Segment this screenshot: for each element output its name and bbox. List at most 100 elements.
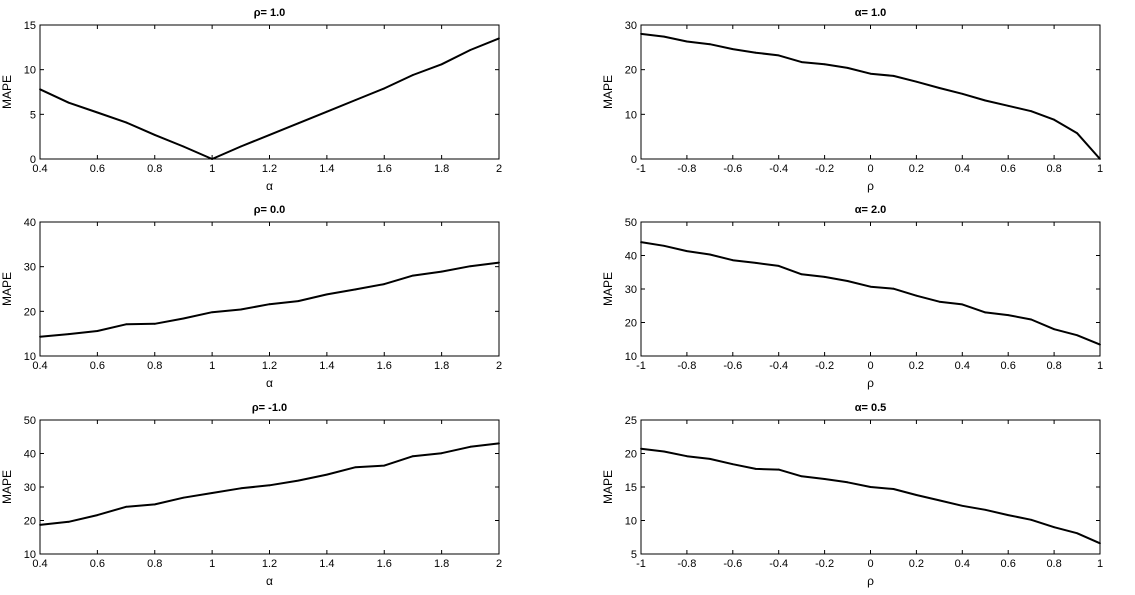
data-point xyxy=(182,317,185,320)
y-tick-label: 10 xyxy=(625,109,637,121)
y-tick-label: 50 xyxy=(625,217,637,229)
data-point xyxy=(1007,314,1010,317)
data-point xyxy=(125,121,127,124)
plot-area xyxy=(640,24,1101,160)
data-point xyxy=(354,99,357,101)
data-point xyxy=(823,276,826,278)
y-tick-label: 5 xyxy=(30,109,36,121)
data-point xyxy=(440,63,443,66)
x-tick-label: 0.4 xyxy=(32,360,47,372)
data-point xyxy=(663,450,665,453)
x-tick-label: 1.6 xyxy=(377,360,392,372)
x-tick-label: 1 xyxy=(1097,360,1103,372)
data-point xyxy=(984,508,987,511)
data-point xyxy=(823,63,826,66)
data-point xyxy=(938,300,941,303)
data-point xyxy=(961,504,964,507)
chart-title: ρ= -1.0 xyxy=(252,402,287,414)
x-tick-label: 2 xyxy=(496,558,502,570)
data-point xyxy=(777,468,780,471)
data-point xyxy=(325,293,328,296)
chart-panel-6: -1 -0.8 -0.6 -0.4 -0.2 0 0.2 0.4 0.6 0.8 151015202… xyxy=(601,402,1103,588)
data-point xyxy=(915,294,918,297)
x-tick-label: -0.8 xyxy=(677,163,696,175)
data-point xyxy=(869,285,872,288)
x-axis-label: ρ xyxy=(867,179,874,193)
x-tick-label: 1 xyxy=(209,360,215,372)
data-point xyxy=(498,37,500,40)
x-tick-label: 0.4 xyxy=(955,360,970,372)
y-axis-label: MAPE xyxy=(0,75,14,109)
data-point xyxy=(892,287,895,290)
x-axis-label: ρ xyxy=(867,574,874,588)
data-point xyxy=(640,33,642,35)
data-point xyxy=(754,51,757,54)
data-point xyxy=(182,496,185,499)
plot-area xyxy=(640,221,1101,357)
x-tick-label: 0.2 xyxy=(909,360,924,372)
y-tick-label: 30 xyxy=(24,482,36,494)
x-tick-label: 1.4 xyxy=(319,558,334,570)
x-tick-label: -0.2 xyxy=(815,360,834,372)
data-point xyxy=(297,122,300,125)
data-point xyxy=(469,265,472,268)
data-point xyxy=(686,250,688,253)
y-tick-label: 10 xyxy=(625,516,637,528)
plot-area xyxy=(39,419,500,555)
x-tick-label: 0.8 xyxy=(1046,163,1061,175)
y-tick-label: 15 xyxy=(625,482,637,494)
x-tick-label: -0.6 xyxy=(723,360,742,372)
data-point xyxy=(239,145,242,148)
x-tick-label: 0.2 xyxy=(909,558,924,570)
data-point xyxy=(777,264,780,267)
data-point xyxy=(153,322,156,325)
data-point xyxy=(1030,318,1033,321)
x-tick-label: 1.4 xyxy=(319,163,334,175)
x-tick-label: 2 xyxy=(496,163,502,175)
x-tick-label: 1.2 xyxy=(262,163,277,175)
plot-area xyxy=(39,221,500,357)
data-point xyxy=(211,158,214,160)
x-tick-label: -1 xyxy=(636,558,646,570)
data-point xyxy=(777,54,780,57)
chart-panel-1: 0.4 0.6 0.8 1 1.2 1.4 1.6 1.8 2 0 5 10 15 ρ= 1.0 α MAPE xyxy=(0,7,502,193)
data-point xyxy=(153,503,156,506)
y-tick-label: 25 xyxy=(625,415,637,427)
x-tick-label: 1 xyxy=(209,558,215,570)
data-point xyxy=(1076,132,1078,134)
data-point xyxy=(239,308,242,311)
y-tick-label: 30 xyxy=(625,284,637,296)
y-tick-label: 30 xyxy=(625,20,637,32)
x-tick-label: 1.2 xyxy=(262,360,277,372)
data-point xyxy=(708,43,711,46)
data-point xyxy=(1053,526,1055,529)
data-point xyxy=(1030,518,1033,521)
data-point xyxy=(1053,328,1055,331)
data-point xyxy=(239,487,242,490)
data-point xyxy=(938,87,941,89)
x-tick-label: 1 xyxy=(1097,558,1103,570)
x-tick-label: 0.4 xyxy=(955,558,970,570)
x-tick-label: 1.8 xyxy=(434,163,449,175)
x-tick-label: 0.4 xyxy=(955,163,970,175)
data-point xyxy=(731,463,734,466)
x-tick-label: -0.8 xyxy=(677,558,696,570)
x-tick-label: 0.6 xyxy=(90,163,105,175)
data-point xyxy=(1030,110,1033,113)
y-tick-label: 0 xyxy=(631,154,637,166)
data-point xyxy=(125,323,127,326)
y-tick-label: 20 xyxy=(625,449,637,461)
data-point xyxy=(498,442,500,445)
x-tick-label: 0.8 xyxy=(147,163,162,175)
x-tick-label: 1 xyxy=(209,163,215,175)
chart-panel-4: -1 -0.8 -0.6 -0.4 -0.2 0 0.2 0.4 0.6 0.8 1 10 20 30 40… xyxy=(601,204,1103,390)
chart-title: α= 2.0 xyxy=(855,204,887,216)
data-point xyxy=(182,145,185,148)
y-tick-label: 5 xyxy=(631,549,637,561)
x-tick-label: -0.6 xyxy=(723,163,742,175)
data-point xyxy=(915,494,918,496)
data-point xyxy=(125,505,127,508)
y-tick-label: 20 xyxy=(24,306,36,318)
x-tick-label: 1.6 xyxy=(377,163,392,175)
x-tick-label: 1 xyxy=(1097,163,1103,175)
